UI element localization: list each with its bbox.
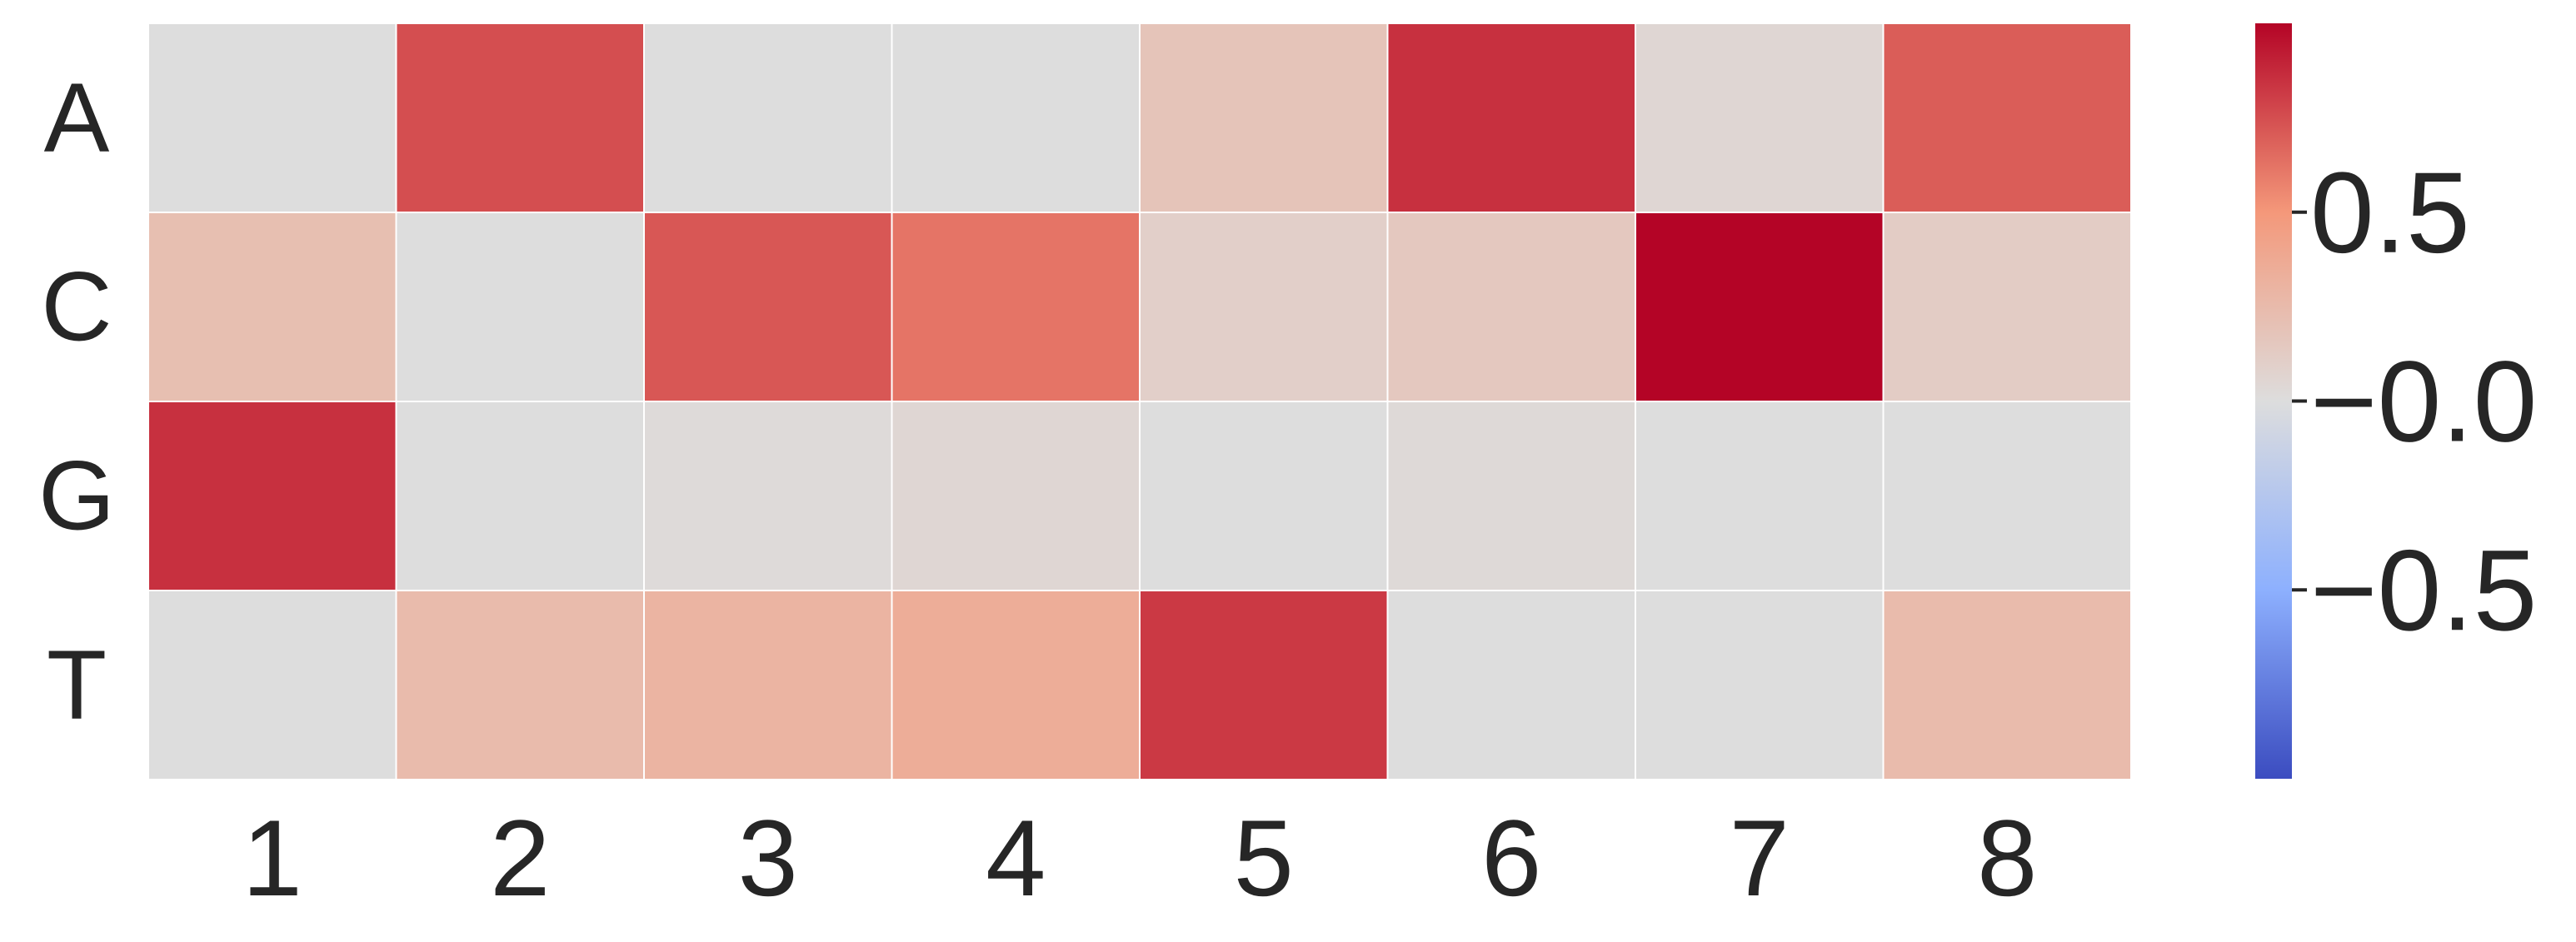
x-tick-label-7: 7 [1730, 797, 1790, 919]
x-tick-label-6: 6 [1481, 797, 1541, 919]
y-tick-label-C: C [41, 252, 112, 362]
heatmap-cell-G-5 [1139, 401, 1389, 591]
colorbar-tick-label: −0.0 [2310, 338, 2537, 466]
heatmap-cell-T-4 [891, 590, 1141, 780]
x-tick-label-8: 8 [1977, 797, 2037, 919]
y-tick-label-A: A [44, 63, 110, 173]
heatmap-cell-T-5 [1139, 590, 1389, 780]
heatmap-cell-C-1 [147, 212, 397, 402]
y-tick-label-T: T [47, 630, 107, 740]
heatmap-cell-C-3 [643, 212, 893, 402]
heatmap-cell-T-7 [1635, 590, 1885, 780]
heatmap-cell-C-6 [1386, 212, 1636, 402]
heatmap-cell-G-3 [643, 401, 893, 591]
heatmap-cell-A-7 [1635, 22, 1885, 213]
heatmap-cell-G-6 [1386, 401, 1636, 591]
colorbar-tick-label: 0.5 [2310, 149, 2470, 277]
colorbar-tick-label: −0.5 [2310, 526, 2537, 655]
heatmap-cell-G-4 [891, 401, 1141, 591]
colorbar: 0.5 −0.0 −0.5 [2255, 23, 2537, 779]
heatmap-cell-G-1 [147, 401, 397, 591]
heatmap-cell-G-8 [1882, 401, 2132, 591]
heatmap-cell-T-2 [395, 590, 645, 780]
heatmap-cell-T-6 [1386, 590, 1636, 780]
heatmap-cell-C-7 [1635, 212, 1885, 402]
heatmap-cell-T-8 [1882, 590, 2132, 780]
heatmap-cell-A-3 [643, 22, 893, 213]
x-tick-label-3: 3 [738, 797, 798, 919]
heatmap-cell-C-4 [891, 212, 1141, 402]
heatmap-cell-A-6 [1386, 22, 1636, 213]
heatmap-cell-A-2 [395, 22, 645, 213]
x-tick-label-5: 5 [1234, 797, 1294, 919]
heatmap-cell-C-8 [1882, 212, 2132, 402]
heatmap-cells [147, 22, 2132, 780]
x-tick-labels: 1 2 3 4 5 6 7 8 [242, 797, 2038, 919]
heatmap-cell-A-4 [891, 22, 1141, 213]
heatmap-cell-C-5 [1139, 212, 1389, 402]
heatmap-cell-G-7 [1635, 401, 1885, 591]
heatmap-cell-G-2 [395, 401, 645, 591]
heatmap-cell-A-1 [147, 22, 397, 213]
colorbar-gradient [2255, 23, 2292, 779]
y-tick-label-G: G [38, 441, 115, 551]
x-tick-label-2: 2 [490, 797, 550, 919]
heatmap-cell-T-1 [147, 590, 397, 780]
x-tick-label-1: 1 [242, 797, 302, 919]
heatmap-cell-C-2 [395, 212, 645, 402]
x-tick-label-4: 4 [986, 797, 1046, 919]
heatmap-cell-A-5 [1139, 22, 1389, 213]
heatmap-cell-A-8 [1882, 22, 2132, 213]
heatmap-cell-T-3 [643, 590, 893, 780]
